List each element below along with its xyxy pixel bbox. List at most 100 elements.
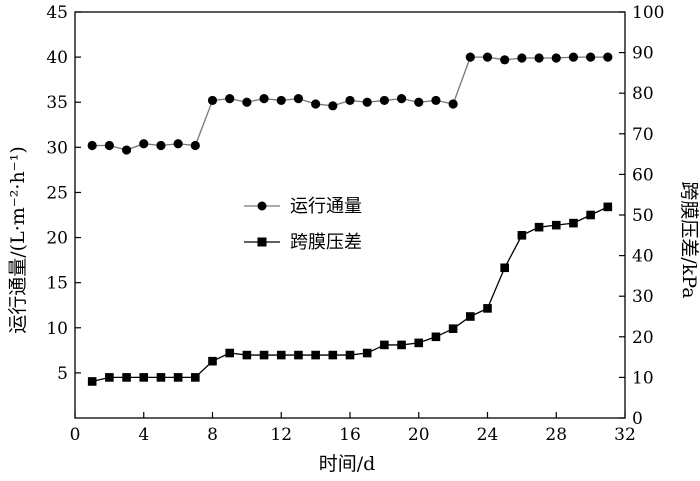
- data-point-flux: [482, 52, 493, 62]
- data-point-tmp: [225, 348, 234, 358]
- data-point-flux: [534, 53, 544, 63]
- x-tick-label: 0: [70, 425, 81, 445]
- y-right-tick-label: 0: [632, 409, 643, 429]
- x-tick-label: 8: [207, 425, 218, 445]
- legend-item-flux: 运行通量: [244, 196, 362, 217]
- y-right-tick-label: 90: [632, 44, 654, 64]
- data-point-flux: [362, 97, 372, 107]
- data-point-flux: [414, 97, 424, 107]
- data-point-tmp: [173, 373, 183, 382]
- data-point-flux: [568, 52, 579, 62]
- data-point-flux: [87, 140, 97, 151]
- y-left-axis-title: 运行通量/(L·m⁻²·h⁻¹): [7, 146, 29, 333]
- data-point-flux: [173, 139, 183, 149]
- data-point-flux: [551, 53, 561, 63]
- legend-marker-flux: [257, 201, 267, 211]
- data-point-tmp: [259, 350, 269, 360]
- x-axis-ticks: 0 4 8 12 16 20 24 28 32: [70, 412, 636, 445]
- data-point-tmp: [362, 348, 372, 358]
- data-point-flux: [293, 94, 304, 104]
- data-point-tmp: [87, 377, 97, 386]
- legend-item-tmp: 跨膜压差: [244, 232, 362, 253]
- y-left-tick-label: 20: [46, 229, 68, 249]
- y-right-tick-label: 30: [632, 287, 654, 307]
- y-right-axis-title: 跨膜压差/kPa: [678, 181, 700, 298]
- data-point-tmp: [431, 332, 441, 342]
- data-point-tmp: [191, 373, 200, 382]
- legend-label-flux: 运行通量: [290, 196, 362, 217]
- data-point-tmp: [156, 373, 166, 382]
- x-tick-label: 20: [408, 425, 430, 445]
- y-right-tick-label: 80: [632, 84, 654, 104]
- data-point-tmp: [345, 350, 355, 360]
- data-point-flux: [225, 94, 235, 104]
- data-point-tmp: [466, 312, 475, 321]
- data-point-flux: [207, 95, 218, 106]
- data-point-flux: [242, 97, 252, 107]
- data-point-flux: [156, 140, 166, 151]
- y-left-tick-label: 35: [46, 93, 68, 113]
- x-tick-label: 32: [614, 425, 636, 445]
- data-point-tmp: [448, 324, 458, 333]
- y-left-tick-label: 30: [46, 138, 68, 158]
- data-point-tmp: [534, 222, 544, 232]
- data-point-flux: [517, 53, 527, 63]
- data-point-tmp: [105, 373, 114, 382]
- data-point-flux: [104, 140, 114, 151]
- data-point-tmp: [294, 350, 303, 360]
- data-point-tmp: [483, 304, 492, 313]
- data-point-tmp: [551, 220, 561, 230]
- data-point-flux: [465, 52, 475, 62]
- x-axis-title: 时间/d: [319, 453, 376, 475]
- y-left-axis-ticks: 5 10 15 20 25 30 35 40 45: [46, 3, 81, 384]
- y-left-tick-label: 15: [46, 274, 68, 294]
- data-point-flux: [139, 139, 149, 149]
- data-point-flux: [276, 95, 286, 106]
- data-point-tmp: [122, 373, 131, 382]
- legend: 运行通量 跨膜压差: [244, 196, 362, 253]
- y-right-tick-label: 100: [632, 3, 664, 23]
- data-point-tmp: [380, 340, 389, 350]
- data-point-flux: [448, 99, 458, 109]
- data-point-flux: [379, 95, 389, 106]
- y-right-tick-label: 40: [632, 247, 654, 267]
- x-tick-label: 16: [339, 425, 361, 445]
- data-point-tmp: [139, 373, 149, 382]
- series-layer: [87, 52, 613, 386]
- data-point-tmp: [603, 202, 613, 212]
- data-point-flux: [603, 52, 613, 62]
- data-point-tmp: [517, 231, 527, 240]
- data-point-tmp: [311, 350, 320, 360]
- data-point-flux: [586, 52, 596, 62]
- legend-marker-tmp: [257, 237, 267, 247]
- data-point-flux: [311, 99, 321, 109]
- y-right-axis-ticks: 0 10 20 30 40 50 60 70 80 90 100: [619, 3, 664, 429]
- x-tick-label: 24: [477, 425, 499, 445]
- data-point-flux: [345, 95, 355, 106]
- y-left-tick-label: 5: [57, 364, 68, 384]
- data-point-tmp: [414, 338, 424, 348]
- data-point-tmp: [569, 218, 578, 228]
- x-tick-label: 4: [138, 425, 149, 445]
- data-point-tmp: [208, 356, 217, 366]
- x-tick-label: 28: [545, 425, 567, 445]
- data-point-flux: [500, 55, 510, 65]
- data-point-flux: [121, 145, 132, 155]
- data-point-tmp: [397, 340, 406, 350]
- x-tick-label: 12: [270, 425, 292, 445]
- y-right-tick-label: 60: [632, 165, 654, 185]
- data-point-tmp: [328, 350, 338, 360]
- y-left-tick-label: 45: [46, 3, 68, 23]
- y-right-tick-label: 20: [632, 328, 654, 348]
- y-left-tick-label: 40: [46, 48, 68, 68]
- y-right-tick-label: 10: [632, 368, 654, 388]
- data-point-flux: [396, 94, 407, 104]
- y-left-tick-label: 25: [46, 183, 68, 203]
- data-point-flux: [259, 94, 269, 104]
- y-right-tick-label: 70: [632, 125, 654, 145]
- data-point-flux: [190, 140, 200, 151]
- data-point-flux: [328, 101, 338, 111]
- data-point-tmp: [500, 263, 509, 273]
- data-point-flux: [431, 95, 441, 106]
